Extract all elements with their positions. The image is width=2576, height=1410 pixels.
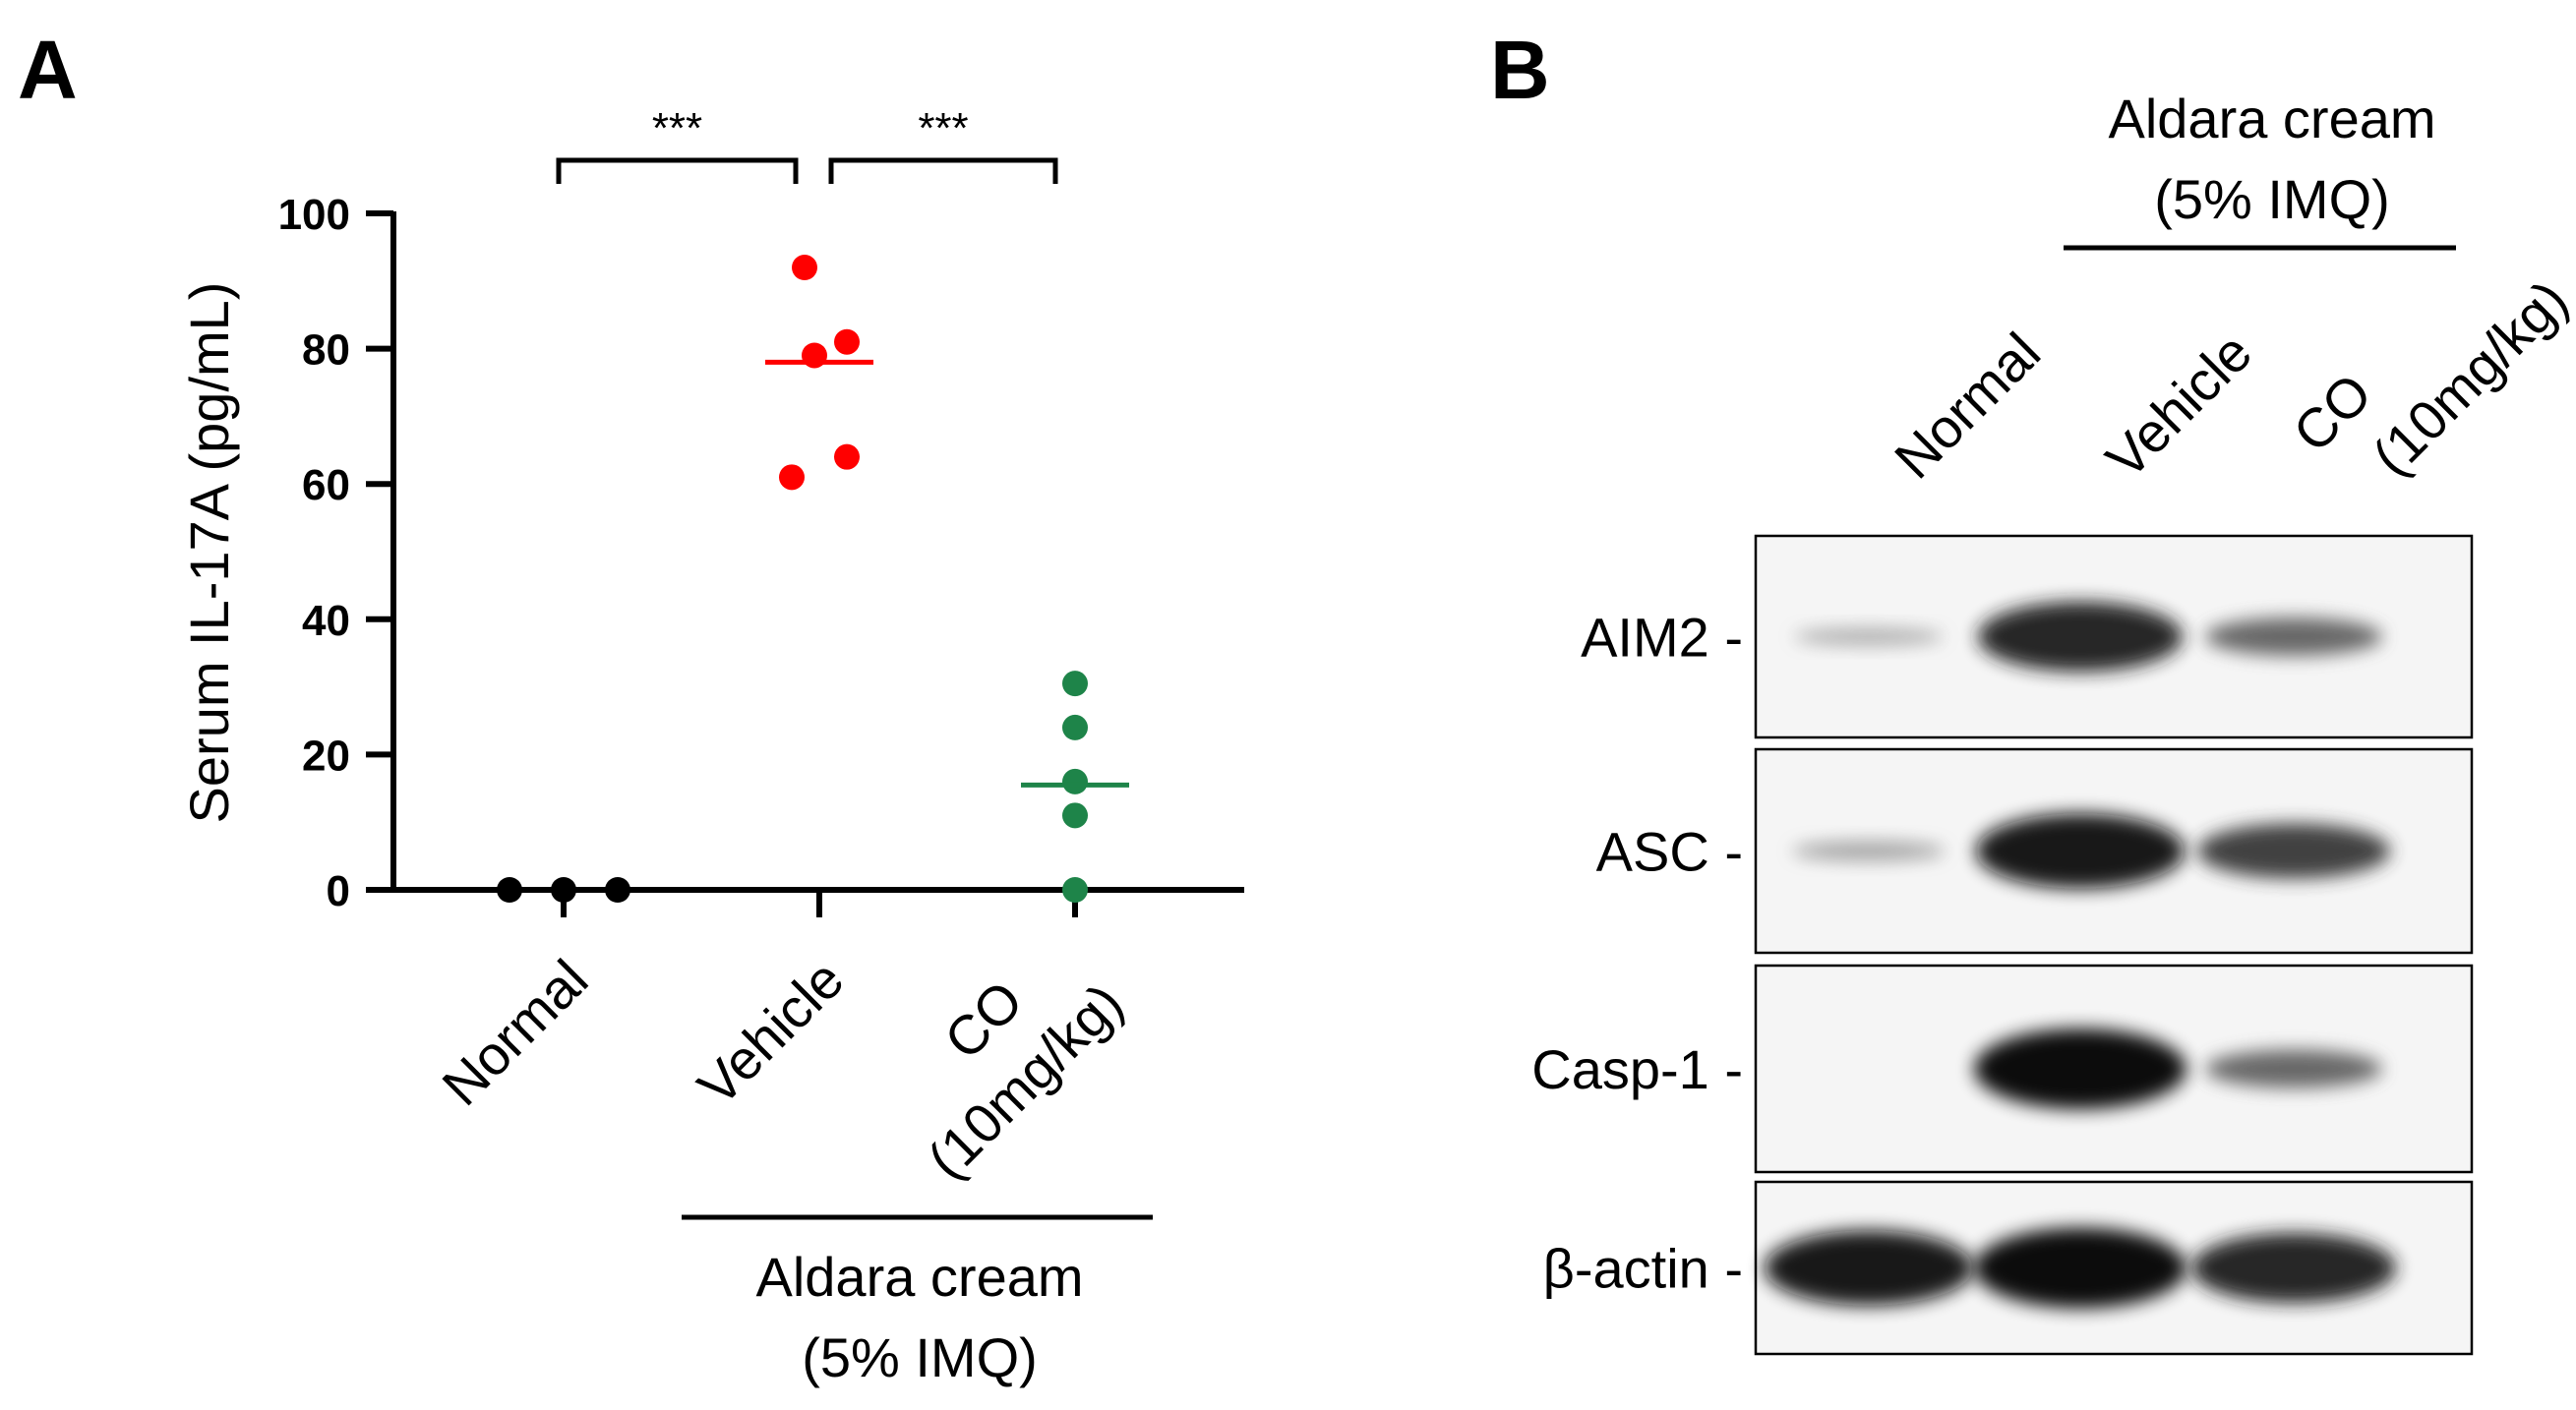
y-tick-label: 40: [302, 597, 350, 645]
blot-band: [2197, 823, 2390, 879]
treatment-bracket-label-line2: (5% IMQ): [802, 1326, 1038, 1388]
lane-label-text: (10mg/kg): [2361, 268, 2576, 488]
data-point-co: [1062, 802, 1088, 829]
lane-label: CO(10mg/kg): [2281, 268, 2576, 488]
blot-bracket-label-line1: Aldara cream: [2108, 88, 2435, 149]
x-category-label: Vehicle: [686, 948, 855, 1117]
data-point-vehicle: [792, 255, 817, 281]
blot-band: [1974, 1028, 2187, 1109]
y-tick-label: 80: [302, 326, 350, 375]
panel-letter-b: B: [1490, 24, 1550, 116]
blot-band: [2205, 617, 2382, 656]
data-point-co: [1062, 877, 1088, 903]
blot-band: [1976, 813, 2185, 889]
y-tick-label: 100: [278, 191, 350, 239]
blot-band: [1792, 841, 1946, 861]
data-point-co: [1062, 714, 1088, 740]
treatment-bracket-label-line1: Aldara cream: [755, 1246, 1083, 1308]
panel-letter-a: A: [18, 24, 78, 116]
significance-label: ***: [652, 104, 702, 152]
blot-band: [1978, 601, 2183, 673]
data-point-vehicle: [834, 328, 860, 355]
western-blot-panel: Aldara cream (5% IMQ) Normal Vehicle CO(10…: [1531, 88, 2576, 1356]
significance-label: ***: [918, 104, 968, 152]
lane-label: Vehicle: [2094, 321, 2263, 490]
blot-band: [2205, 1049, 2382, 1088]
dot-plot-panel: 0 20 40 60 80 100 Serum IL-17A (pg/mL) *** ***…: [178, 104, 1244, 1388]
blot-band: [1974, 1227, 2187, 1309]
x-category-text: Normal: [430, 948, 599, 1117]
data-point-vehicle: [779, 464, 805, 491]
lane-label: Normal: [1883, 321, 2052, 490]
data-point-co: [1062, 671, 1088, 697]
x-category-label: CO(10mg/kg): [916, 969, 1135, 1191]
blot-row-label: β-actin -: [1543, 1238, 1743, 1300]
blot-row-label: ASC -: [1596, 821, 1743, 883]
blot-row-label: Casp-1 -: [1531, 1038, 1743, 1100]
significance-bracket: [828, 157, 1058, 184]
y-tick-label: 0: [327, 867, 350, 915]
x-category-label: Normal: [430, 948, 599, 1117]
y-axis-label: Serum IL-17A (pg/mL): [178, 282, 240, 824]
data-point-co: [1062, 768, 1088, 794]
lane-label-text: Vehicle: [2094, 321, 2263, 490]
data-point-vehicle: [834, 443, 860, 470]
blot-band: [1794, 627, 1944, 646]
blot-bracket-label-line2: (5% IMQ): [2154, 168, 2390, 230]
x-category-text: Vehicle: [686, 948, 855, 1117]
y-tick-label: 60: [302, 461, 350, 509]
blot-row-label: AIM2 -: [1581, 607, 1743, 669]
y-tick-label: 20: [302, 732, 350, 780]
significance-bracket: [556, 157, 799, 184]
blot-band: [1765, 1230, 1973, 1306]
blot-band: [2191, 1232, 2396, 1304]
lane-label-text: Normal: [1883, 321, 2052, 490]
